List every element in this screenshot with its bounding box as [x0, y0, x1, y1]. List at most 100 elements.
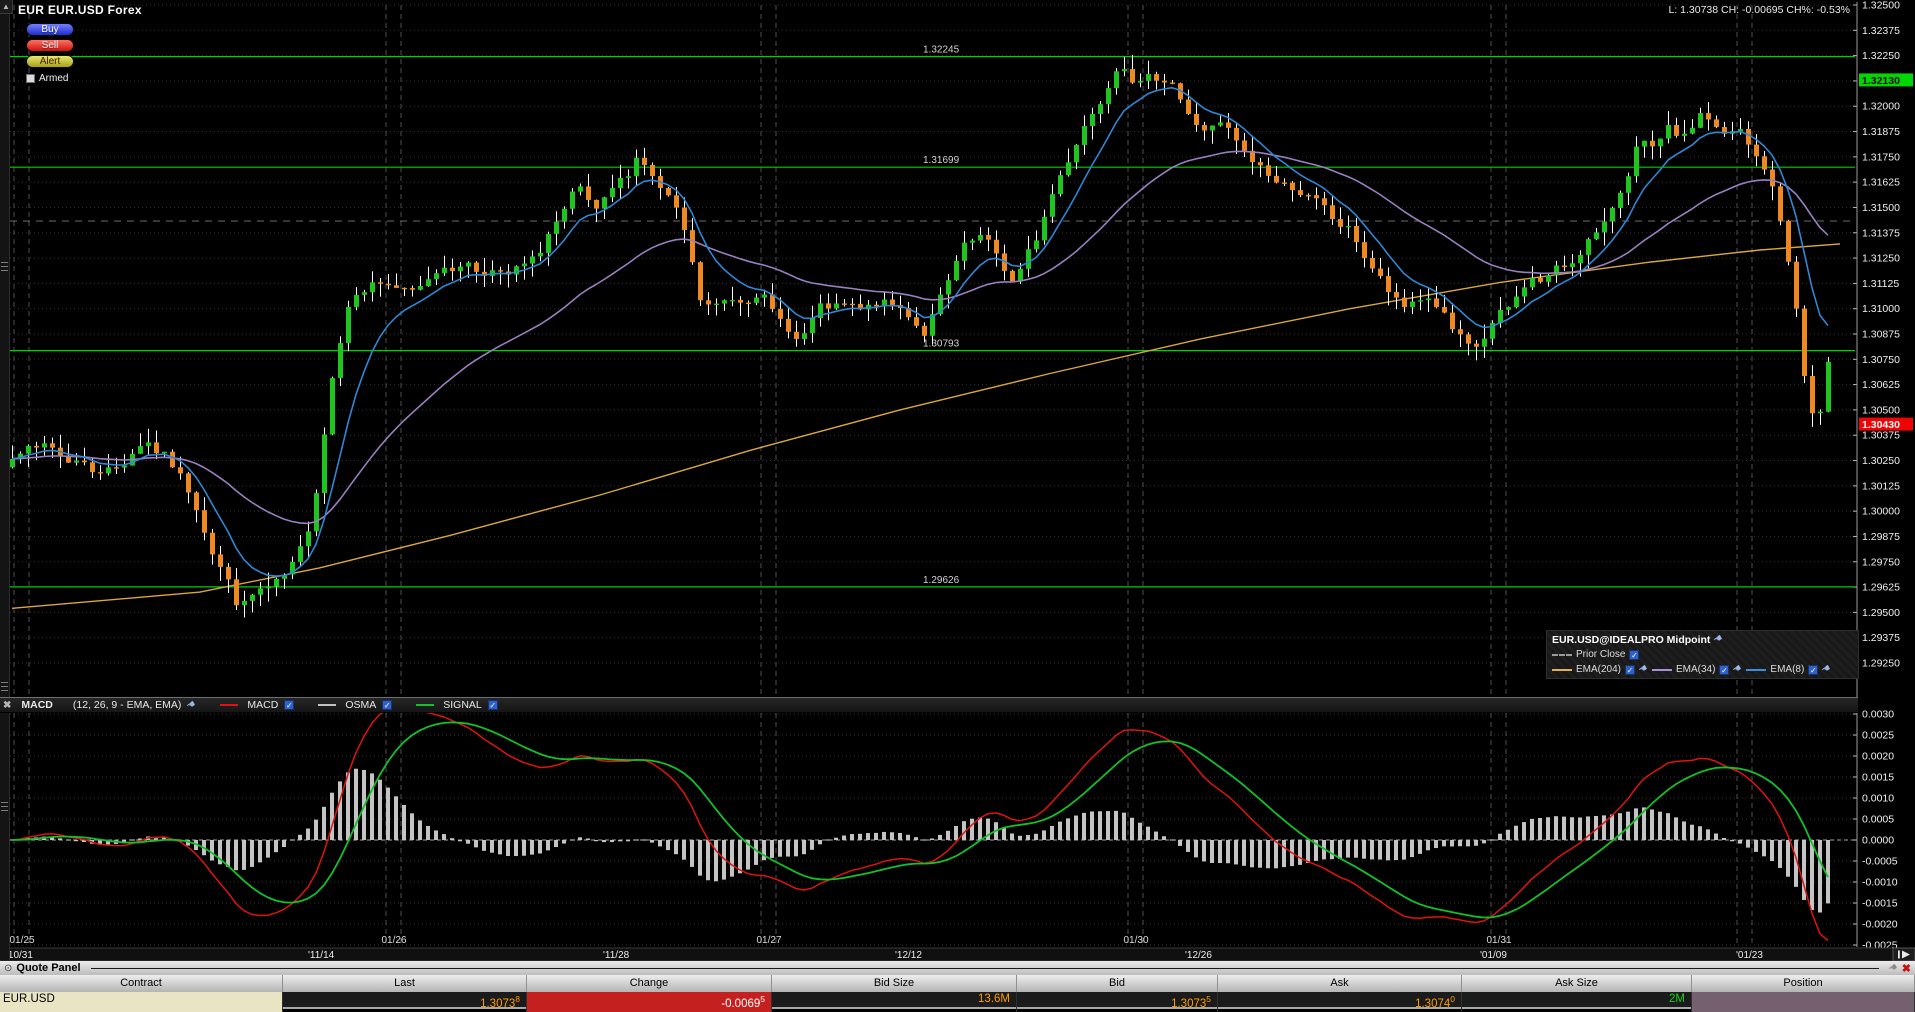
svg-text:1.31625: 1.31625 [1862, 177, 1900, 189]
quote-panel-close-icon[interactable]: ✖ [1901, 962, 1911, 975]
splitter-grip[interactable] [1, 802, 8, 814]
ema204-swatch [1552, 668, 1572, 671]
sell-button[interactable]: Sell [26, 39, 74, 52]
ema204-label: EMA(204) [1576, 664, 1622, 675]
splitter-grip[interactable] [1, 262, 8, 274]
hand-icon[interactable]: ☚ [1712, 632, 1726, 647]
svg-text:1.31375: 1.31375 [1862, 227, 1900, 239]
svg-text:0.0025: 0.0025 [1862, 730, 1894, 742]
prior-close-label: Prior Close [1576, 649, 1626, 660]
prior-close-swatch [1552, 653, 1572, 656]
col-header-bid[interactable]: Bid [1017, 975, 1218, 992]
svg-text:1.32375: 1.32375 [1862, 25, 1900, 37]
ema34-line [11, 150, 1829, 525]
svg-text:'11/28: '11/28 [603, 950, 630, 961]
svg-text:1.32245: 1.32245 [923, 45, 960, 56]
left-splitter-strip [0, 14, 10, 960]
osma-label: OSMA [345, 699, 377, 711]
last-change-readout: L: 1.30738 CH: -0.00695 CH%: -0.53% [1668, 4, 1850, 16]
svg-text:1.29625: 1.29625 [1862, 582, 1900, 594]
svg-text:0.0020: 0.0020 [1862, 751, 1894, 763]
armed-checkbox[interactable] [26, 74, 35, 83]
cell-last: 1.30738 [283, 992, 527, 1012]
quote-panel-title: Quote Panel [16, 962, 81, 974]
svg-text:01/30: 01/30 [1123, 935, 1148, 946]
svg-text:1.32000: 1.32000 [1862, 101, 1900, 113]
hand-icon[interactable]: ☚ [185, 697, 199, 713]
svg-text:1.29875: 1.29875 [1862, 531, 1900, 543]
cell-contract[interactable]: EUR.USD [0, 992, 283, 1012]
cell-bid[interactable]: 1.30735 [1017, 992, 1218, 1012]
col-header-ask[interactable]: Ask [1218, 975, 1462, 992]
panel-toggle-icon[interactable]: ⊙ [4, 962, 13, 974]
svg-text:1.31500: 1.31500 [1862, 202, 1900, 214]
svg-text:0.0010: 0.0010 [1862, 793, 1894, 805]
svg-text:1.30430: 1.30430 [1862, 419, 1900, 431]
col-header-last[interactable]: Last [283, 975, 527, 992]
scroll-right-button[interactable] [1892, 947, 1915, 961]
col-header-bid-size[interactable]: Bid Size [772, 975, 1017, 992]
signal-checkbox[interactable]: ✓ [487, 700, 498, 710]
col-header-change[interactable]: Change [527, 975, 772, 992]
svg-text:0.0000: 0.0000 [1862, 835, 1894, 847]
macd-line-label: MACD [247, 699, 279, 711]
svg-text:1.29626: 1.29626 [923, 575, 960, 586]
signal-label: SIGNAL [443, 699, 482, 711]
svg-text:01/25: 01/25 [9, 935, 34, 946]
ema34-checkbox[interactable]: ✓ [1719, 664, 1730, 675]
macd-line-checkbox[interactable]: ✓ [284, 700, 295, 710]
svg-text:01/27: 01/27 [756, 935, 781, 946]
splitter-grip[interactable] [1, 682, 8, 694]
prior-close-checkbox[interactable]: ✓ [1629, 649, 1640, 660]
svg-text:0.0005: 0.0005 [1862, 814, 1894, 826]
legend-title: EUR.USD@IDEALPRO Midpoint [1552, 633, 1711, 646]
svg-text:1.31875: 1.31875 [1862, 126, 1900, 138]
ema8-swatch [1746, 668, 1767, 671]
ema204-checkbox[interactable]: ✓ [1625, 664, 1636, 675]
titlebar-rule [90, 967, 1879, 969]
col-header-ask-size[interactable]: Ask Size [1462, 975, 1692, 992]
armed-label: Armed [39, 73, 69, 84]
svg-text:'11/14: '11/14 [308, 950, 335, 961]
svg-text:1.29375: 1.29375 [1862, 632, 1900, 644]
svg-text:1.30125: 1.30125 [1862, 480, 1900, 492]
col-header-position[interactable]: Position [1692, 975, 1915, 992]
svg-text:'01/23: '01/23 [1736, 950, 1763, 961]
low-marker [1859, 417, 1913, 431]
svg-text:1.30875: 1.30875 [1862, 328, 1900, 340]
cell-change: -0.00695 [527, 992, 772, 1012]
buy-button[interactable]: Buy [26, 23, 74, 36]
armed-control: Armed [26, 73, 68, 84]
svg-text:'01/09: '01/09 [1480, 950, 1507, 961]
ema34-label: EMA(34) [1675, 664, 1716, 675]
alert-button[interactable]: Alert [26, 55, 74, 68]
svg-text:1.31699: 1.31699 [923, 155, 960, 166]
hand-icon[interactable]: ☚ [1731, 662, 1745, 677]
svg-text:'12/12: '12/12 [895, 950, 922, 961]
svg-text:-0.0010: -0.0010 [1862, 877, 1898, 889]
osma-checkbox[interactable]: ✓ [382, 700, 393, 710]
svg-text:1.29250: 1.29250 [1862, 657, 1900, 669]
macd-study-params: (12, 26, 9 - EMA, EMA) [72, 699, 182, 711]
price-macd-chart[interactable]: 1.325001.323751.322501.321251.320001.318… [0, 0, 1915, 961]
col-header-contract[interactable]: Contract [0, 975, 283, 992]
high-marker [1859, 73, 1913, 87]
hand-icon[interactable]: ☚ [1636, 662, 1651, 677]
svg-text:1.31000: 1.31000 [1862, 303, 1900, 315]
macd-close-icon[interactable]: ✖ [3, 699, 12, 711]
ema8-checkbox[interactable]: ✓ [1808, 664, 1819, 675]
quote-row-eurusd[interactable]: EUR.USD 1.30738 -0.00695 13.6M 1.30735 1… [0, 992, 1915, 1012]
ema8-label: EMA(8) [1770, 664, 1805, 675]
hand-icon[interactable]: ☚ [1819, 662, 1834, 677]
cell-ask-size: 2M [1462, 992, 1692, 1012]
svg-text:1.31250: 1.31250 [1862, 253, 1900, 265]
cell-ask[interactable]: 1.30740 [1218, 992, 1462, 1012]
time-scrollbar[interactable]: '10/31 '11/14 '11/28 '12/12 '12/26 '01/09 '01/… [0, 947, 1915, 961]
svg-text:-0.0005: -0.0005 [1862, 856, 1898, 868]
hand-icon[interactable]: ☚ [1886, 960, 1901, 976]
svg-text:'10/31: '10/31 [6, 950, 33, 961]
svg-text:-0.0020: -0.0020 [1862, 919, 1898, 931]
svg-text:0.0015: 0.0015 [1862, 772, 1894, 784]
window-corner-icon[interactable]: ▲ [0, 0, 13, 14]
svg-text:1.32500: 1.32500 [1862, 0, 1900, 12]
